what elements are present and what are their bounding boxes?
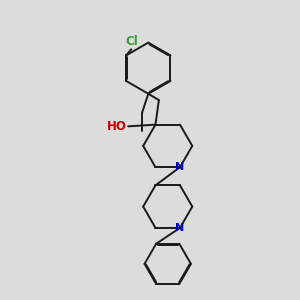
Text: N: N (176, 162, 184, 172)
Text: HO: HO (106, 120, 127, 133)
Text: Cl: Cl (125, 34, 138, 48)
Text: N: N (176, 223, 184, 233)
